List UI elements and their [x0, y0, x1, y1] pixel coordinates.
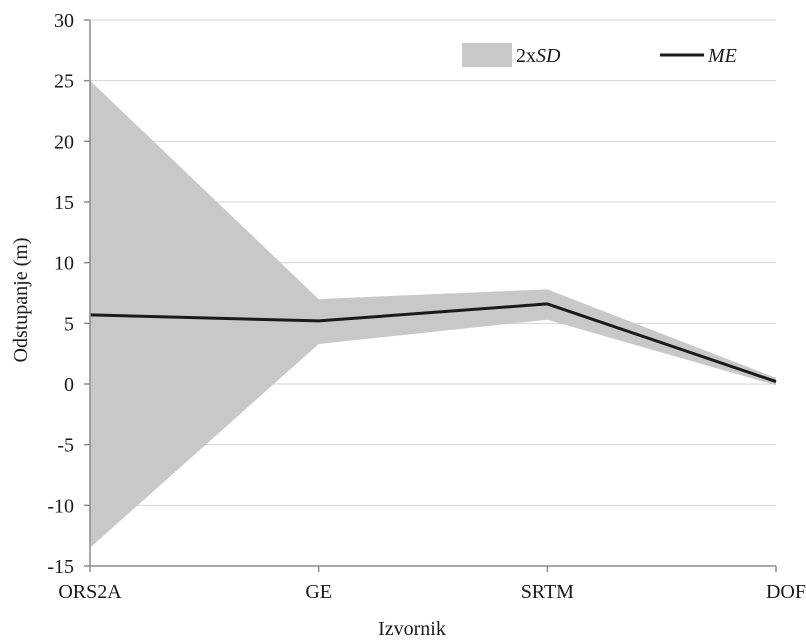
y-tick-label: -15 — [47, 556, 74, 578]
y-tick-label: 10 — [54, 253, 74, 275]
y-tick-label: 0 — [64, 374, 74, 396]
legend-sd-swatch — [462, 43, 512, 67]
x-tick-label: ORS2A — [58, 581, 122, 603]
legend-me-label: ME — [707, 45, 737, 67]
y-tick-label: 20 — [54, 131, 74, 153]
y-tick-label: -5 — [57, 435, 74, 457]
legend: 2xSD ME — [462, 43, 737, 67]
sd-band-layer — [90, 80, 776, 548]
me-line-layer — [89, 302, 777, 383]
legend-sd-prefix: 2x — [516, 45, 536, 67]
y-tick-label: 25 — [54, 71, 74, 93]
x-tick-label: DOF — [766, 581, 806, 603]
me-line — [89, 302, 777, 383]
y-tick-label: 30 — [54, 10, 74, 32]
y-tick-label: -10 — [47, 495, 74, 517]
y-tick-labels: -15 -10 -5 0 5 10 15 20 25 30 — [47, 10, 74, 578]
x-tick-label: GE — [305, 581, 332, 603]
x-tick-label: SRTM — [521, 581, 574, 603]
y-tick-label: 15 — [54, 192, 74, 214]
axes — [84, 19, 777, 572]
y-axis-title: Odstupanje (m) — [10, 238, 32, 363]
sd-band — [90, 80, 776, 548]
legend-sd-label: 2xSD — [516, 45, 561, 67]
y-tick-label: 5 — [64, 313, 74, 335]
legend-sd-italic: SD — [536, 45, 561, 67]
x-tick-labels: ORS2A GE SRTM DOF — [58, 581, 806, 603]
x-axis-title: Izvornik — [378, 618, 446, 640]
legend-me-italic: ME — [707, 45, 737, 67]
